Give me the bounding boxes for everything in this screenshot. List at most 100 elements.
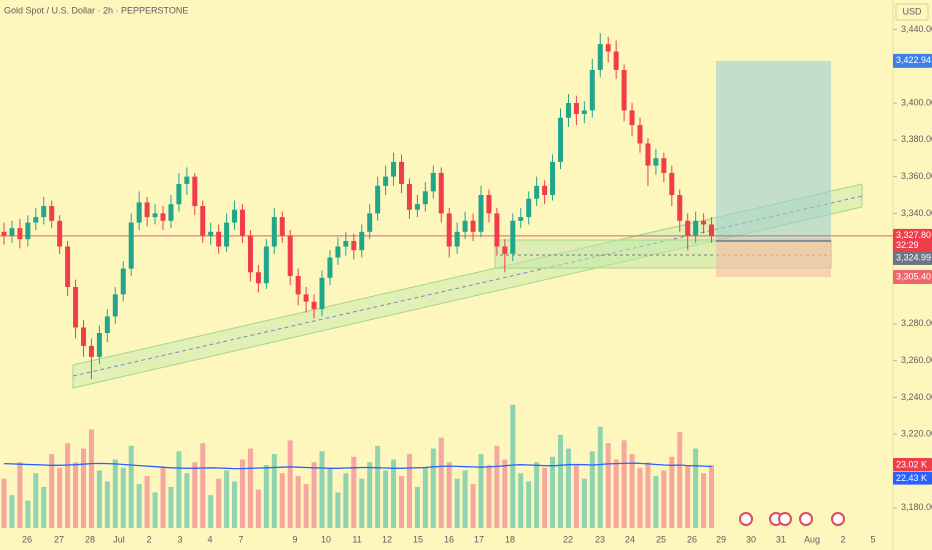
candle-body	[446, 213, 452, 247]
volume-bar	[581, 478, 587, 528]
volume-bar	[613, 459, 619, 528]
volume-bar	[470, 484, 476, 528]
volume-bar	[406, 454, 412, 528]
candle-body	[88, 345, 94, 357]
x-tick-label: 5	[870, 534, 875, 544]
x-tick-label: 17	[474, 534, 484, 544]
candle-body	[152, 213, 158, 218]
x-tick-label: 31	[776, 534, 786, 544]
candle-body	[160, 213, 166, 221]
candle-body	[693, 220, 699, 236]
candle-body	[613, 51, 619, 70]
volume-bar	[685, 465, 691, 528]
volume-bar	[550, 456, 556, 528]
candle-body	[49, 206, 55, 221]
volume-bar	[73, 462, 79, 528]
volume-bar	[542, 467, 548, 528]
volume-bar	[454, 478, 460, 528]
event-icon[interactable]	[739, 512, 753, 526]
candle-body	[359, 231, 365, 251]
volume-bar	[136, 484, 142, 528]
candle-body	[351, 241, 357, 251]
volume-bar	[287, 440, 293, 528]
volume-bar	[701, 473, 707, 528]
event-icon[interactable]	[778, 512, 792, 526]
candle-body	[255, 272, 261, 284]
candle-body	[669, 172, 675, 196]
x-tick-label: 7	[238, 534, 243, 544]
x-tick-label: 4	[207, 534, 212, 544]
volume-bar	[343, 473, 349, 528]
candle-body	[653, 158, 659, 166]
candle-body	[550, 161, 556, 196]
volume-bar	[414, 486, 420, 528]
volume-bar	[41, 486, 47, 528]
volume-bar	[200, 443, 206, 528]
volume-bar	[438, 437, 444, 528]
volume-bar	[621, 440, 627, 528]
volume-bar	[669, 456, 675, 528]
candle-body	[263, 246, 269, 284]
volume-bar	[605, 443, 611, 528]
candle-body	[462, 220, 468, 232]
volume-bar	[383, 470, 389, 528]
candle-body	[438, 172, 444, 214]
candle-body	[216, 231, 222, 247]
volume-bar	[359, 478, 365, 528]
x-tick-label: 25	[656, 534, 666, 544]
volume-bar	[144, 475, 150, 528]
volume-bar	[446, 462, 452, 528]
x-tick-label: 9	[292, 534, 297, 544]
volume-bar	[709, 464, 715, 528]
event-icon[interactable]	[799, 512, 813, 526]
candle-body	[240, 209, 245, 236]
candle-body	[303, 294, 309, 302]
volume-bar	[176, 451, 182, 528]
volume-bar	[279, 473, 285, 528]
candle-body	[232, 209, 238, 223]
candle-body	[661, 158, 667, 173]
y-tick-label: 3,220.00	[901, 429, 932, 439]
candle-body	[279, 217, 285, 236]
candle-body	[81, 327, 86, 346]
candle-body	[271, 217, 277, 247]
candle-body	[73, 286, 79, 328]
x-tick-label: 2	[146, 534, 151, 544]
y-tick-label: 3,240.00	[901, 392, 932, 402]
volume-bar	[311, 462, 317, 528]
candle-body	[224, 222, 230, 247]
candle-body	[200, 206, 206, 236]
candle-body	[685, 220, 691, 236]
volume-bar	[335, 492, 341, 528]
candle-body	[605, 44, 611, 52]
x-tick-label: 10	[321, 534, 331, 544]
volume-bar	[597, 426, 603, 528]
volume-bar	[510, 404, 516, 528]
currency-box[interactable]	[895, 3, 929, 21]
entry-price-tag-box	[893, 251, 932, 266]
volume-bar	[152, 492, 158, 528]
x-tick-label: 24	[625, 534, 635, 544]
candle-body	[136, 202, 142, 223]
volume-bar	[255, 489, 261, 528]
volume-bar	[351, 456, 357, 528]
volume-bar	[216, 478, 222, 528]
currency: USD	[902, 6, 922, 16]
volume-bar	[661, 470, 667, 528]
stop-price-tag-box	[893, 270, 932, 285]
candle-body	[486, 195, 492, 214]
volume-bar	[534, 462, 540, 528]
x-tick-label: Jul	[113, 534, 125, 544]
candle-body	[399, 161, 404, 184]
candle-body	[33, 217, 39, 223]
last-price-box	[893, 228, 932, 253]
volume-bar	[81, 448, 86, 528]
candle-body	[573, 103, 579, 115]
candle-body	[295, 275, 301, 295]
candle-body	[677, 195, 683, 221]
volume-bar	[653, 475, 659, 528]
volume-bar	[565, 448, 571, 528]
event-icon[interactable]	[831, 512, 845, 526]
volume-bar	[327, 467, 333, 528]
volume-ma-line	[3, 462, 712, 470]
